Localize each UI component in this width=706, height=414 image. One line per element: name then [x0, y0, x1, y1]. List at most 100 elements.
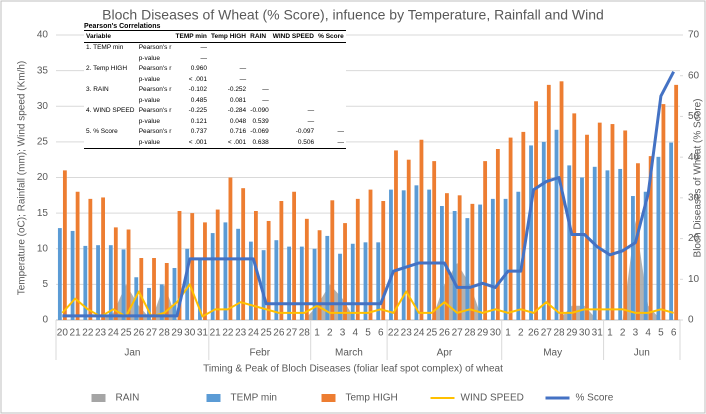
bar	[152, 258, 156, 320]
legend-swatch	[206, 394, 221, 402]
bar	[70, 230, 75, 320]
table-row: p-value 0.485 0.081 —	[84, 95, 346, 106]
x-tick-label: 27	[541, 328, 553, 339]
table-row: p-value 0.121 0.048 0.539 —	[84, 116, 346, 127]
bar	[304, 218, 309, 320]
x-tick-label: 22	[82, 328, 94, 339]
x-tick-label: 21	[70, 328, 82, 339]
x-tick-label: 29	[171, 328, 183, 339]
bar	[674, 84, 679, 320]
x-group-label: Apr	[437, 348, 453, 359]
x-tick-label: 26	[133, 328, 145, 339]
value-cell: —	[307, 117, 315, 125]
value-cell	[209, 53, 248, 64]
x-tick-label: 25	[426, 328, 438, 339]
bar	[376, 242, 381, 320]
x-tick-label: 4	[645, 328, 651, 339]
value-cell: -0.252	[227, 86, 247, 94]
value-cell: —	[239, 65, 247, 73]
bar	[605, 170, 610, 320]
x-tick-label: 1	[505, 328, 511, 339]
y-tick-label: 5	[42, 279, 48, 290]
y2-tick-label: 0	[688, 315, 694, 326]
x-tick-label: 5	[658, 328, 664, 339]
stat-cell: p-value	[138, 54, 161, 62]
x-tick-label: 28	[553, 328, 565, 339]
bar	[623, 130, 628, 320]
bar	[108, 245, 113, 320]
table-row: 5. % Score Pearson's r 0.737 0.716 -0.069 -0.…	[84, 127, 346, 138]
stat-cell: p-value	[138, 96, 161, 104]
bar	[210, 233, 215, 320]
bar	[279, 201, 284, 320]
x-tick-label: 2	[620, 328, 626, 339]
line	[61, 283, 674, 318]
value-cell: -0.069	[250, 128, 269, 136]
column-header: WIND SPEED	[270, 30, 317, 43]
value-cell	[248, 42, 271, 53]
bar	[312, 248, 317, 320]
bar	[597, 122, 602, 320]
stat-cell: Pearson's r	[138, 86, 172, 94]
bar	[190, 213, 195, 320]
bar	[452, 210, 457, 320]
x-tick-label: 31	[197, 328, 209, 339]
value-cell	[271, 85, 316, 96]
bar	[185, 248, 190, 320]
y2-axis-title: Bloch Diseases of Wheat (% Score)	[693, 99, 704, 258]
value-cell: —	[337, 128, 345, 136]
value-cell: 0.638	[248, 137, 271, 149]
x-tick-label: 23	[95, 328, 107, 339]
bar	[134, 277, 139, 320]
stat-cell: Pearson's r	[138, 65, 172, 73]
y-tick-label: 35	[37, 65, 49, 76]
x-tick-label: 1	[607, 328, 613, 339]
bar	[401, 190, 406, 320]
bar	[363, 242, 368, 320]
bar	[406, 159, 411, 320]
variable-cell: 2. Temp HIGH	[86, 65, 128, 73]
value-cell: < .001	[209, 137, 249, 149]
value-cell: —	[262, 86, 269, 94]
value-cell	[271, 95, 316, 106]
value-cell: 0.081	[229, 96, 247, 104]
bar	[101, 197, 105, 320]
x-tick-label: 28	[299, 328, 311, 339]
bar	[534, 101, 538, 320]
value-cell	[316, 85, 346, 96]
value-cell	[248, 53, 271, 64]
value-cell: —	[316, 137, 346, 149]
x-tick-label: 24	[108, 328, 120, 339]
x-group-label: Jan	[124, 348, 140, 359]
bar	[147, 287, 151, 320]
bar	[490, 198, 495, 320]
bar	[75, 191, 80, 320]
x-tick-label: 25	[261, 328, 273, 339]
legend-swatch	[321, 394, 336, 402]
variable-cell	[84, 95, 137, 106]
bar	[223, 222, 228, 320]
x-tick-label: 28	[464, 328, 476, 339]
table-title: Pearson's Correlations	[84, 23, 161, 30]
x-tick-label: 25	[120, 328, 132, 339]
x-tick-label: 22	[222, 328, 234, 339]
x-group-label: May	[543, 348, 562, 359]
x-tick-label: 4	[352, 328, 358, 339]
bar	[261, 250, 266, 320]
bar	[62, 170, 67, 320]
value-cell: < .001	[173, 137, 210, 149]
value-cell: -0.102	[188, 86, 208, 94]
x-tick-label: 27	[146, 328, 158, 339]
y-tick-label: 40	[37, 30, 49, 41]
value-cell: -0.284	[227, 107, 247, 115]
y-tick-label: 15	[37, 208, 49, 219]
x-tick-label: 22	[388, 328, 400, 339]
bar	[299, 246, 304, 320]
bar	[317, 230, 322, 320]
x-tick-label: 5	[365, 328, 371, 339]
x-tick-label: 23	[401, 328, 413, 339]
value-cell	[316, 106, 346, 117]
value-cell	[248, 64, 271, 75]
